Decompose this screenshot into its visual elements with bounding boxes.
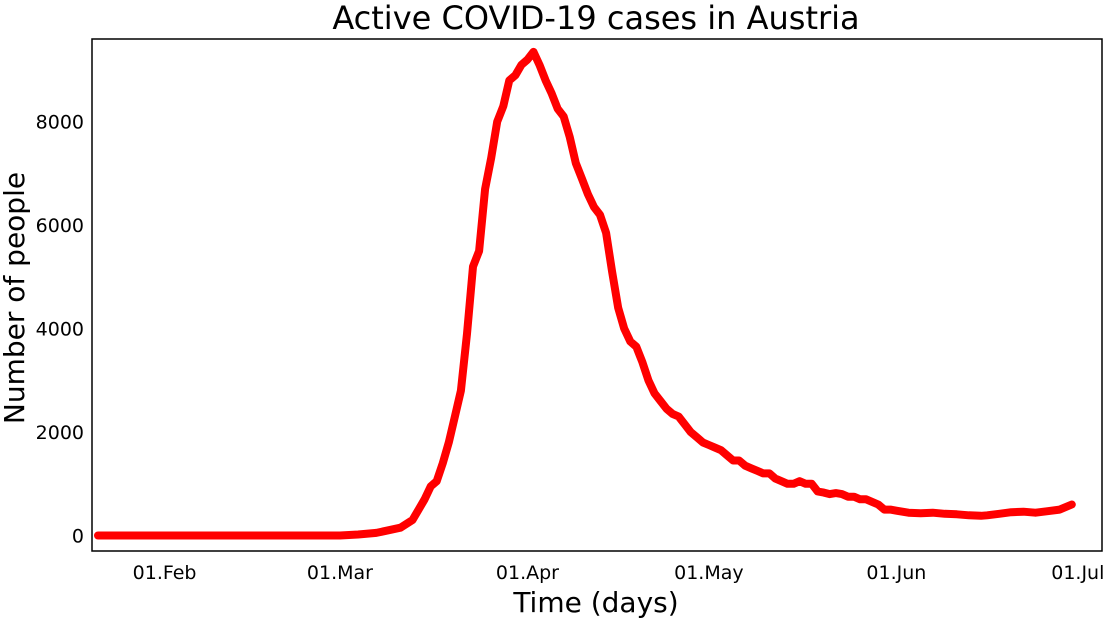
x-tick-label: 01.Apr <box>496 562 559 584</box>
series-line-active-cases <box>94 47 1076 540</box>
y-tick-label: 6000 <box>36 215 84 237</box>
x-tick-label: 01.Jul <box>1051 562 1104 584</box>
y-tick-label: 4000 <box>36 319 84 341</box>
x-axis-label: Time (days) <box>512 586 678 619</box>
x-tick-label: 01.Feb <box>133 562 197 584</box>
chart-title: Active COVID-19 cases in Austria <box>332 0 859 37</box>
x-tick-label: 01.May <box>674 562 744 584</box>
y-tick-label: 8000 <box>36 112 84 134</box>
y-axis-label: Number of people <box>0 172 31 424</box>
x-tick-label: 01.Mar <box>307 562 373 584</box>
x-tick-label: 01.Jun <box>866 562 926 584</box>
y-tick-label: 2000 <box>36 422 84 444</box>
y-axis-ticks: 0 2000 4000 6000 8000 <box>36 112 84 548</box>
y-tick-label: 0 <box>72 525 84 547</box>
plot-frame <box>91 38 1103 552</box>
x-axis-ticks: 01.Feb 01.Mar 01.Apr 01.May 01.Jun 01.Jul <box>133 562 1105 584</box>
